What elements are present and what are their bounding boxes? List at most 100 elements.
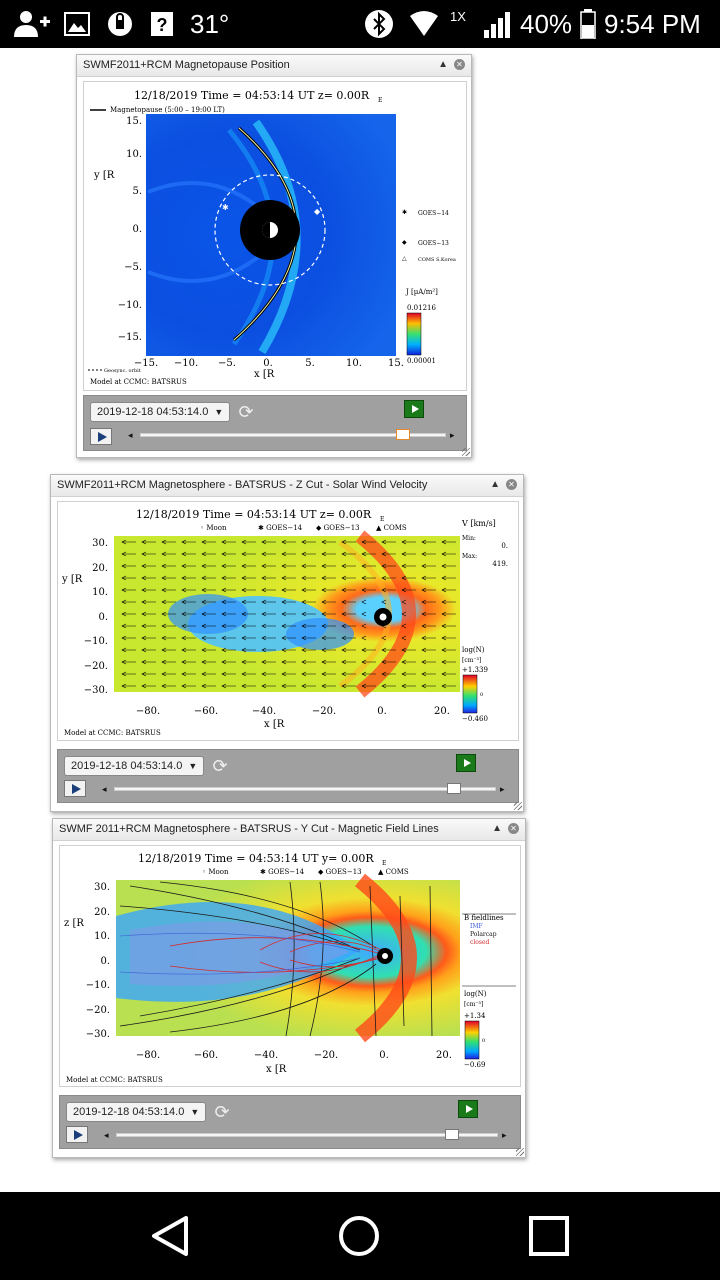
velocity-arrow (381, 539, 396, 545)
slider-right-arrow[interactable]: ▸ (502, 1130, 507, 1140)
velocity-arrow (401, 599, 407, 605)
animation-controls: 2019-12-18 04:53:14.0 ▼ ⟳ ◂ ▸ (83, 395, 467, 451)
slider-right-arrow[interactable]: ▸ (500, 784, 505, 794)
refresh-icon[interactable]: ⟳ (214, 1102, 230, 1122)
geosync-legend: Geosync. orbit (104, 368, 141, 374)
movie-icon[interactable] (458, 1100, 478, 1118)
y-axis-ticks: 15. 10. 5. 0. −5. −10. −15. (118, 116, 142, 343)
refresh-icon[interactable]: ⟳ (212, 756, 228, 776)
svg-text:−15.: −15. (134, 358, 158, 369)
animation-controls: 2019-12-18 04:53:14.0 ▼ ⟳ ◂ ▸ (59, 1095, 521, 1149)
battery-percent: 40% (520, 8, 573, 39)
slider-thumb[interactable] (446, 783, 461, 794)
date-select[interactable]: 2019-12-18 04:53:14.0 ▼ (66, 1102, 207, 1122)
play-button[interactable] (64, 780, 86, 797)
time-slider[interactable] (114, 787, 496, 791)
collapse-icon[interactable]: ▲ (492, 823, 502, 834)
slider-right-arrow[interactable]: ▸ (450, 430, 455, 440)
slider-thumb[interactable] (445, 1129, 460, 1140)
home-button[interactable] (339, 1216, 379, 1256)
velocity-arrow (381, 671, 396, 677)
collapse-icon[interactable]: ▲ (438, 59, 448, 70)
velocity-arrow (121, 599, 136, 605)
velocity-arrow (361, 563, 376, 569)
velocity-arrow (261, 587, 276, 593)
date-select[interactable]: 2019-12-18 04:53:14.0 ▼ (90, 402, 231, 422)
svg-text:−80.: −80. (136, 706, 160, 717)
date-select[interactable]: 2019-12-18 04:53:14.0 ▼ (64, 756, 205, 776)
image-icon (64, 0, 90, 48)
velocity-arrow (141, 551, 156, 557)
velocity-arrow (401, 611, 407, 617)
slider-left-arrow[interactable]: ◂ (102, 784, 107, 794)
velocity-arrow (201, 647, 216, 653)
resize-handle[interactable] (516, 1148, 524, 1156)
close-icon[interactable]: ✕ (454, 59, 465, 70)
velocity-arrow (181, 539, 196, 545)
wifi-icon (408, 0, 440, 48)
velocity-arrow (241, 671, 256, 677)
collapse-icon[interactable]: ▲ (490, 479, 500, 490)
panel-titlebar[interactable]: SWMF 2011+RCM Magnetosphere - BATSRUS - … (53, 819, 525, 841)
colorbar-min: −0.69 (464, 1061, 485, 1069)
slider-thumb[interactable] (396, 429, 411, 440)
velocity-arrow (301, 671, 316, 677)
recents-button[interactable] (529, 1216, 569, 1256)
velocity-arrow (341, 623, 356, 629)
velocity-arrow (181, 599, 196, 605)
velocity-arrow (261, 647, 276, 653)
svg-text:✱ GOES−14: ✱ GOES−14 (260, 868, 305, 876)
velocity-arrow (381, 647, 396, 653)
velocity-arrow (281, 575, 296, 581)
slider-left-arrow[interactable]: ◂ (128, 430, 133, 440)
plot-header-subscript: E (382, 860, 386, 867)
refresh-icon[interactable]: ⟳ (238, 402, 254, 422)
velocity-arrow (421, 659, 436, 665)
velocity-arrow (301, 611, 316, 617)
velocity-arrow (261, 539, 276, 545)
time-slider[interactable] (116, 1133, 498, 1137)
svg-text:−30.: −30. (84, 685, 108, 696)
velocity-arrow (421, 671, 436, 677)
magnetopause-legend: Magnetopause (5:00 – 19:00 LT) (110, 106, 225, 114)
time-slider[interactable] (140, 433, 446, 437)
velocity-arrow (361, 647, 376, 653)
panel-title: SWMF2011+RCM Magnetopause Position (83, 59, 290, 71)
svg-text:−20.: −20. (314, 1050, 338, 1061)
velocity-arrow (141, 635, 156, 641)
close-icon[interactable]: ✕ (508, 823, 519, 834)
close-icon[interactable]: ✕ (506, 479, 517, 490)
svg-text:−20.: −20. (84, 661, 108, 672)
resize-handle[interactable] (462, 448, 470, 456)
play-button[interactable] (90, 428, 112, 445)
velocity-arrow (161, 575, 176, 581)
velocity-arrow (401, 635, 407, 641)
velocity-arrow (381, 563, 396, 569)
resize-handle[interactable] (514, 802, 522, 810)
velocity-arrow (321, 551, 336, 557)
bluetooth-icon (364, 0, 394, 48)
velocity-arrow (261, 563, 276, 569)
velocity-arrow (141, 539, 156, 545)
status-bar: ? 31° 1X 40% 9:54 PM (0, 0, 720, 48)
svg-text:GOES−13: GOES−13 (418, 240, 449, 247)
back-button[interactable] (152, 1216, 188, 1256)
panel-titlebar[interactable]: SWMF2011+RCM Magnetosphere - BATSRUS - Z… (51, 475, 523, 497)
play-button[interactable] (66, 1126, 88, 1143)
slider-left-arrow[interactable]: ◂ (104, 1130, 109, 1140)
movie-icon[interactable] (404, 400, 424, 418)
velocity-arrow (161, 683, 176, 689)
velocity-arrow (301, 551, 316, 557)
velocity-arrow (281, 539, 296, 545)
velocity-arrow (441, 551, 456, 557)
velocity-arrow (321, 539, 336, 545)
ycut-plot: 12/18/2019 Time = 04:53:14 UT y= 0.00R E… (59, 845, 521, 1087)
velocity-arrow (281, 563, 296, 569)
panel-titlebar[interactable]: SWMF2011+RCM Magnetopause Position ▲ ✕ (77, 55, 471, 77)
y-axis-label: y [R (61, 574, 83, 585)
velocity-arrow (441, 659, 456, 665)
velocity-arrow (221, 683, 236, 689)
movie-icon[interactable] (456, 754, 476, 772)
velocity-arrow (181, 575, 196, 581)
velocity-arrow (401, 623, 407, 629)
